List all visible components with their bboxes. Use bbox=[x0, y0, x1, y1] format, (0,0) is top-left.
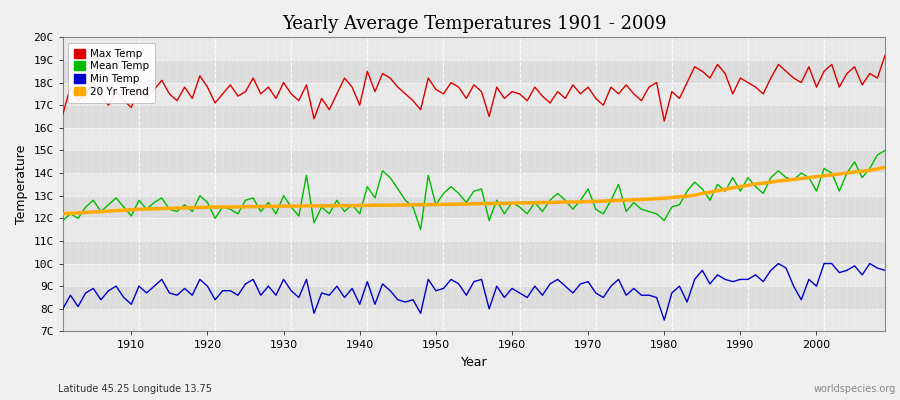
Bar bbox=[63, 150, 885, 173]
X-axis label: Year: Year bbox=[461, 356, 487, 369]
Bar bbox=[63, 218, 885, 241]
Bar bbox=[63, 286, 885, 309]
Bar bbox=[63, 196, 885, 218]
Legend: Max Temp, Mean Temp, Min Temp, 20 Yr Trend: Max Temp, Mean Temp, Min Temp, 20 Yr Tre… bbox=[68, 42, 156, 103]
Bar bbox=[63, 60, 885, 82]
Bar bbox=[63, 105, 885, 128]
Text: Latitude 45.25 Longitude 13.75: Latitude 45.25 Longitude 13.75 bbox=[58, 384, 212, 394]
Bar bbox=[63, 309, 885, 332]
Text: worldspecies.org: worldspecies.org bbox=[814, 384, 896, 394]
Bar bbox=[63, 173, 885, 196]
Y-axis label: Temperature: Temperature bbox=[15, 145, 28, 224]
Bar bbox=[63, 264, 885, 286]
Bar bbox=[63, 37, 885, 60]
Bar bbox=[63, 128, 885, 150]
Bar bbox=[63, 82, 885, 105]
Bar bbox=[63, 241, 885, 264]
Title: Yearly Average Temperatures 1901 - 2009: Yearly Average Temperatures 1901 - 2009 bbox=[282, 15, 666, 33]
